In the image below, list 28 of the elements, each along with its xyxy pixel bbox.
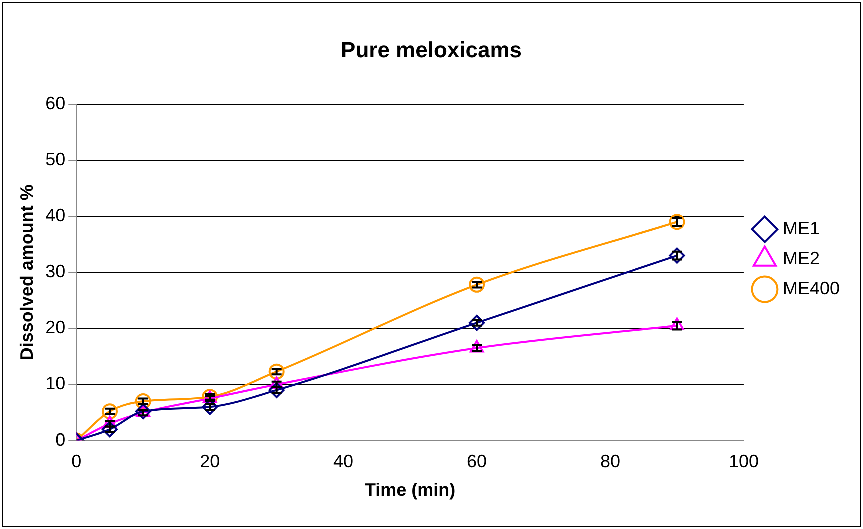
x-tick-label: 80 <box>600 452 621 472</box>
x-tick-label: 60 <box>467 452 488 472</box>
y-tick-label: 40 <box>46 206 66 226</box>
y-tick-label: 10 <box>46 374 66 394</box>
x-tick-label: 40 <box>334 452 354 472</box>
x-tick-label: 20 <box>200 452 220 472</box>
point <box>102 422 118 438</box>
y-axis-title: Dissolved amount % <box>16 184 37 361</box>
legend-label: ME1 <box>782 218 820 238</box>
x-axis-title: Time (min) <box>364 480 456 500</box>
point <box>102 404 118 420</box>
chart-title: Pure meloxicams <box>341 37 522 62</box>
y-tick-label: 60 <box>46 93 66 114</box>
y-tick-label: 30 <box>46 262 66 282</box>
point <box>135 394 152 410</box>
y-tick-label: 20 <box>46 318 66 338</box>
point <box>469 276 486 293</box>
x-tick-label: 0 <box>72 452 82 472</box>
y-tick-label: 50 <box>46 149 66 170</box>
legend-label: ME400 <box>782 278 840 298</box>
point <box>669 248 686 264</box>
point <box>469 315 486 332</box>
point <box>268 364 285 380</box>
y-tick-label: 0 <box>56 430 66 450</box>
x-tick-label: 100 <box>728 452 759 472</box>
legend-label: ME2 <box>782 248 820 268</box>
point <box>268 382 285 398</box>
point <box>669 214 686 230</box>
